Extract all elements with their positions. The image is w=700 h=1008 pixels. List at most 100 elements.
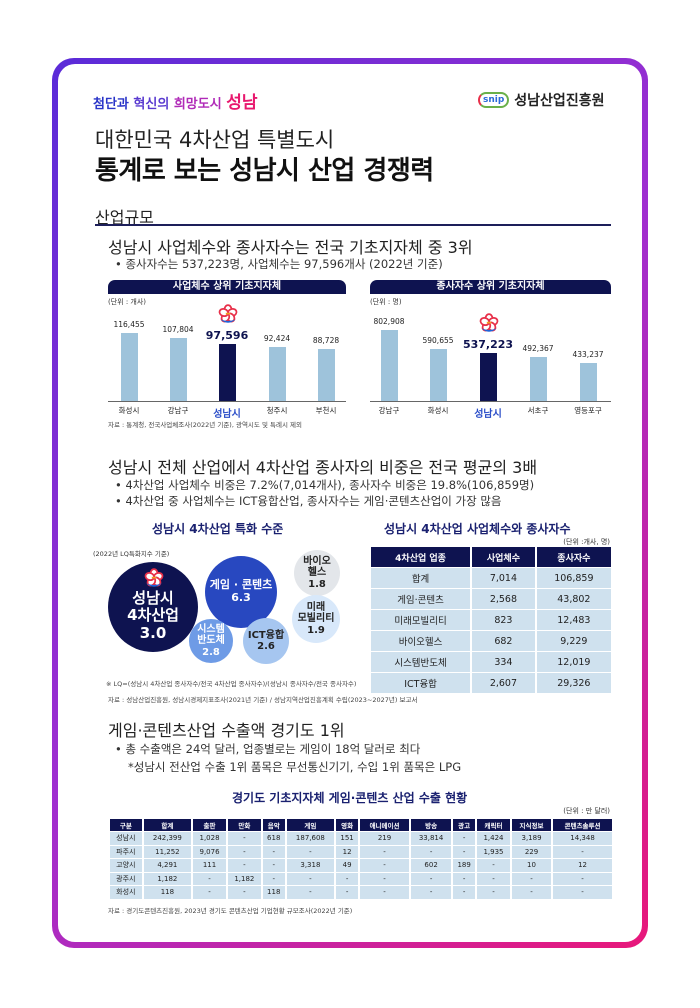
table-cell: 파주시 — [110, 845, 142, 858]
table-row: ICT융합 2,607 29,326 — [371, 673, 611, 693]
industry-table: 4차산업 업종 사업체수 종사자수 합계 7,014 106,859 게임·콘텐츠 2,568… — [369, 546, 613, 694]
table-cell: 43,802 — [536, 589, 611, 609]
table-cell: - — [477, 859, 510, 872]
block1-heading: 성남시 사업체수와 종사자수는 전국 기초지자체 중 3위 — [108, 238, 473, 257]
column-header: 애니메이션 — [360, 819, 410, 831]
bubble-label: 바이오 — [303, 555, 331, 567]
table-cell: - — [262, 845, 285, 858]
seongnam-emblem-icon — [144, 568, 164, 587]
table-row: 바이오헬스 682 9,229 — [371, 631, 611, 651]
column-header: 방송 — [411, 819, 452, 831]
table-cell: - — [227, 886, 261, 899]
table-cell: 12,483 — [536, 610, 611, 630]
column-header: 영화 — [336, 819, 359, 831]
bubble-label: 반도체 — [197, 635, 225, 647]
table-cell: - — [411, 845, 452, 858]
column-header: 출판 — [193, 819, 226, 831]
table-cell: 229 — [511, 845, 552, 858]
table-cell: 합계 — [371, 568, 471, 588]
table-cell: - — [227, 859, 261, 872]
table-cell: 1,182 — [227, 872, 261, 885]
table-cell: 14,348 — [553, 832, 612, 845]
slogan-part: 희망도시 — [173, 97, 227, 112]
bar-category-label: 청주시 — [266, 406, 288, 415]
table-cell: 219 — [360, 832, 410, 845]
seongnam-emblem-icon — [479, 313, 499, 333]
table-header-row: 4차산업 업종 사업체수 종사자수 — [371, 547, 611, 567]
bar-value-label: 433,237 — [572, 349, 604, 359]
column-header: 콘텐츠솔루션 — [553, 819, 612, 831]
bubble-label: 게임 · 콘텐츠 — [209, 578, 273, 592]
bar-value-label: 537,223 — [462, 338, 514, 352]
bubble: 시스템 반도체 2.8 — [189, 619, 233, 663]
table-cell: - — [227, 845, 261, 858]
table-cell: 3,318 — [286, 859, 335, 872]
table-cell: 602 — [411, 859, 452, 872]
section-divider — [95, 224, 611, 226]
table-row: 광주시 1,182-1,182- - - - - - - - - — [110, 872, 612, 885]
table-cell: - — [360, 872, 410, 885]
block3-bullet: • 총 수출액은 24억 달러, 업종별로는 게임이 18억 달러로 최다 — [115, 742, 421, 756]
block1-source: 자료 : 통계청, 전국사업체조사(2022년 기준), 광역시도 및 특례시 … — [108, 421, 302, 429]
bar-category-label: 부천시 — [315, 406, 337, 415]
table-cell: 618 — [262, 832, 285, 845]
table-cell: - — [360, 845, 410, 858]
bar — [120, 333, 138, 401]
bubble-label: 성남시 — [132, 589, 174, 608]
column-header: 4차산업 업종 — [371, 547, 471, 567]
bubble-label: 미래 — [306, 601, 326, 613]
table-cell: 11,252 — [143, 845, 192, 858]
column-header: 합계 — [143, 819, 192, 831]
table-cell: - — [453, 832, 476, 845]
slogan-part: 첨단과 — [93, 97, 134, 112]
table-cell: 33,814 — [411, 832, 452, 845]
bar-value-label: 92,424 — [263, 334, 291, 344]
bar-value-label: 97,596 — [205, 329, 249, 342]
table-cell: - — [553, 845, 612, 858]
bubble-label: 1.8 — [308, 578, 326, 590]
bubble: 게임 · 콘텐츠 6.3 — [205, 556, 277, 628]
table-cell: - — [360, 859, 410, 872]
table-row: 화성시 118- -118- - - - - - - - — [110, 886, 612, 899]
table-cell: 게임·콘텐츠 — [371, 589, 471, 609]
bar — [317, 349, 335, 401]
table-cell: - — [286, 886, 335, 899]
table-row: 합계 7,014 106,859 — [371, 568, 611, 588]
bar-value-label: 88,728 — [312, 336, 340, 346]
bar-category-label: 화성시 — [118, 406, 140, 415]
table-cell: 823 — [472, 610, 535, 630]
column-header: 게임 — [286, 819, 335, 831]
table-cell: - — [453, 872, 476, 885]
bar — [429, 348, 447, 401]
table-cell: - — [477, 886, 510, 899]
table-cell: 10 — [511, 859, 552, 872]
table-cell: 성남시 — [110, 832, 142, 845]
bar-category-label: 성남시 — [213, 409, 241, 420]
seongnam-emblem-icon — [218, 304, 238, 323]
table-cell: 광주시 — [110, 872, 142, 885]
block2-heading: 성남시 전체 산업에서 4차산업 종사자의 비중은 전국 평균의 3배 — [108, 458, 538, 477]
bar-category-label: 영등포구 — [574, 406, 602, 415]
chart-unit: (단위 : 명) — [370, 298, 402, 306]
table-row: 시스템반도체 334 12,019 — [371, 652, 611, 672]
table-cell: 1,182 — [143, 872, 192, 885]
bar-category-label: 성남시 — [474, 409, 502, 420]
column-header: 사업체수 — [472, 547, 535, 567]
table-cell: - — [262, 859, 285, 872]
bar-value-label: 492,367 — [522, 344, 554, 354]
table-cell: 187,608 — [286, 832, 335, 845]
bubble-label: 1.9 — [307, 624, 325, 636]
bar-value-label: 802,908 — [373, 317, 405, 326]
org-name: 성남산업진흥원 — [514, 93, 605, 109]
table-cell: - — [411, 872, 452, 885]
industry-table-unit: (단위 :개사, 명) — [563, 538, 610, 546]
table-cell: 111 — [193, 859, 226, 872]
table-cell: - — [511, 886, 552, 899]
table-cell: - — [511, 872, 552, 885]
table-cell: 189 — [453, 859, 476, 872]
column-header: 지식정보 — [511, 819, 552, 831]
bubble: ICT융합 2.6 — [243, 618, 289, 664]
block3-source: 자료 : 경기도콘텐츠진흥원, 2023년 경기도 콘텐츠산업 기업현황 규모조… — [108, 907, 353, 915]
table-cell: 118 — [262, 886, 285, 899]
table-cell: - — [227, 832, 261, 845]
